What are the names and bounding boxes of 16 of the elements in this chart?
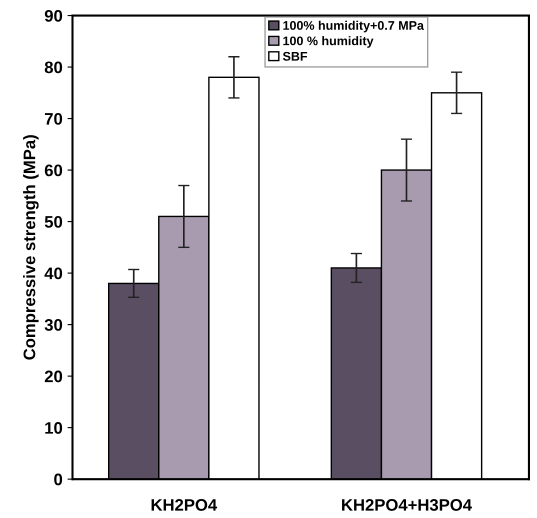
y-tick-label: 0 bbox=[54, 474, 62, 486]
legend-label: 100 % humidity bbox=[283, 36, 374, 48]
y-tick-label: 50 bbox=[44, 216, 62, 228]
x-tick-label: KH2PO4+H3PO4 bbox=[342, 499, 472, 511]
y-tick-label: 20 bbox=[44, 370, 62, 382]
y-tick-label: 80 bbox=[44, 61, 62, 74]
y-tick-label: 10 bbox=[45, 422, 62, 434]
y-tick-label: 70 bbox=[44, 112, 62, 125]
y-tick-label: 30 bbox=[44, 319, 62, 331]
y-tick-label: 40 bbox=[44, 268, 62, 280]
y-tick-label: 90 bbox=[44, 10, 62, 22]
y-axis-title: Compressive strength (MPa) bbox=[23, 135, 39, 360]
legend-label: 100% humidity+0.7 MPa bbox=[283, 20, 424, 32]
legend-label: SBF bbox=[282, 52, 308, 61]
x-tick-label: KH2PO4 bbox=[152, 499, 218, 511]
y-tick-label: 60 bbox=[44, 164, 62, 176]
